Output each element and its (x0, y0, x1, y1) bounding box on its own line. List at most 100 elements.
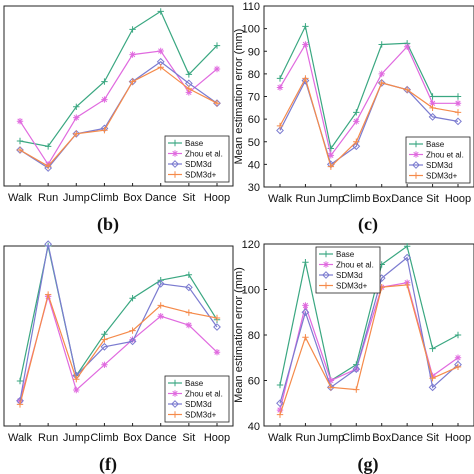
x-tick-label: Walk (8, 192, 33, 204)
data-point (429, 345, 436, 352)
legend-marker (412, 140, 420, 148)
x-tick-label: Dance (145, 192, 177, 204)
x-tick-label: Box (372, 193, 391, 205)
legend-entry: SDM3d (185, 400, 212, 409)
series-line-1 (19, 245, 218, 382)
y-tick-label: 100 (242, 285, 260, 297)
data-point (128, 337, 137, 346)
legend-entry: SDM3d+ (336, 282, 368, 291)
x-tick-label: Run (38, 192, 58, 204)
series-line-3 (279, 256, 459, 404)
data-point (429, 100, 436, 107)
series-line-4 (19, 66, 218, 167)
data-point (454, 354, 462, 361)
data-point (276, 126, 284, 135)
panel-label: (g) (358, 454, 379, 474)
data-point (44, 291, 52, 298)
data-point (302, 334, 309, 341)
x-tick-label: Walk (8, 432, 33, 444)
data-point (454, 93, 462, 100)
legend-marker (322, 271, 330, 279)
data-point (276, 84, 284, 91)
x-tick-label: Sit (426, 193, 439, 205)
data-point (44, 164, 53, 172)
data-point (101, 336, 108, 343)
data-point (276, 399, 284, 408)
data-point (157, 64, 164, 71)
data-point (302, 302, 309, 309)
y-tick-label: 110 (242, 1, 260, 13)
legend: Base Zhou et al.SDM3d SDM3d+ (405, 136, 471, 184)
series-line-4 (279, 76, 459, 168)
data-point (352, 365, 361, 374)
x-tick-label: Box (372, 432, 391, 444)
data-point (44, 240, 53, 249)
panel-label: (c) (358, 214, 378, 235)
data-point (353, 118, 360, 125)
data-point (378, 79, 385, 87)
data-point (213, 314, 221, 322)
data-point (403, 281, 411, 289)
series-line-1 (19, 10, 218, 148)
y-tick-label: 100 (242, 24, 260, 36)
data-point (101, 96, 108, 103)
data-point (428, 112, 437, 121)
data-point (185, 89, 193, 96)
data-point (129, 336, 136, 343)
data-point (327, 152, 335, 159)
legend-entry: Base (185, 379, 204, 388)
data-point (353, 138, 360, 145)
x-tick-label: Climb (90, 432, 118, 444)
data-point (101, 127, 108, 134)
legend-entry: Base (185, 139, 204, 148)
x-tick-label: Run (295, 432, 315, 444)
series-line-2 (279, 282, 459, 411)
data-point (73, 130, 80, 137)
y-tick-label: 120 (242, 239, 260, 251)
legend-marker (171, 171, 179, 178)
legend-marker (322, 250, 330, 258)
data-point (276, 406, 284, 414)
legend-marker (171, 400, 179, 408)
data-point (16, 401, 24, 408)
x-tick-label: Hoop (445, 193, 471, 205)
data-point (276, 122, 284, 130)
data-point (157, 313, 164, 320)
data-point (100, 342, 109, 351)
data-point (129, 26, 136, 33)
data-point (403, 253, 412, 262)
data-point (16, 377, 24, 385)
y-tick-label: 90 (248, 46, 260, 58)
x-tick-label: Sit (182, 192, 195, 204)
data-point (352, 142, 361, 151)
y-tick-label: 70 (248, 92, 260, 104)
data-point (353, 386, 360, 393)
data-point (403, 86, 411, 93)
x-tick-label: Dance (391, 193, 423, 205)
data-point (213, 323, 221, 331)
data-point (327, 377, 335, 384)
x-tick-label: Run (295, 193, 315, 205)
legend-entry: SDM3d (426, 161, 453, 170)
series-line-1 (279, 24, 458, 150)
data-point (157, 8, 164, 15)
legend-marker (171, 139, 179, 147)
data-point (156, 279, 165, 288)
data-point (276, 411, 284, 418)
data-point (101, 361, 108, 368)
data-point (213, 65, 221, 73)
legend-marker (322, 261, 330, 268)
y-tick-label: 50 (248, 137, 260, 149)
y-tick-label: 80 (248, 69, 260, 81)
data-point (428, 383, 437, 392)
x-tick-label: Jump (317, 432, 344, 444)
legend-entry: Zhou et al. (185, 390, 223, 399)
legend-entry: Base (336, 250, 355, 259)
x-tick-label: Dance (391, 432, 423, 444)
legend: Base Zhou et al.SDM3d SDM3d+ (164, 375, 230, 423)
legend-marker (412, 161, 420, 169)
x-tick-label: Sit (182, 432, 195, 444)
y-tick-label: 60 (248, 376, 260, 388)
